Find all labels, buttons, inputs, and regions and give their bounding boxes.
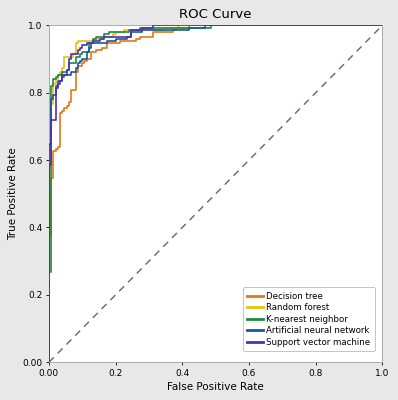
Title: ROC Curve: ROC Curve: [179, 8, 252, 21]
X-axis label: False Positive Rate: False Positive Rate: [167, 382, 264, 392]
Legend: Decision tree, Random forest, K-nearest neighbor, Artificial neural network, Sup: Decision tree, Random forest, K-nearest …: [243, 287, 375, 351]
Y-axis label: True Positive Rate: True Positive Rate: [8, 147, 18, 240]
